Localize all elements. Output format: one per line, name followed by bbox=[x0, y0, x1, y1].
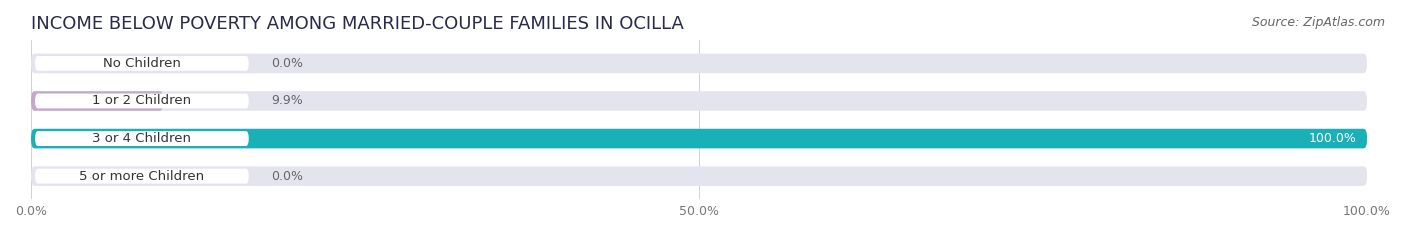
Text: Source: ZipAtlas.com: Source: ZipAtlas.com bbox=[1251, 16, 1385, 29]
FancyBboxPatch shape bbox=[31, 54, 1367, 73]
Text: 9.9%: 9.9% bbox=[271, 95, 304, 107]
FancyBboxPatch shape bbox=[31, 166, 1367, 186]
FancyBboxPatch shape bbox=[31, 129, 1367, 148]
Text: 3 or 4 Children: 3 or 4 Children bbox=[93, 132, 191, 145]
FancyBboxPatch shape bbox=[35, 169, 249, 184]
Text: 100.0%: 100.0% bbox=[1309, 132, 1357, 145]
Text: 0.0%: 0.0% bbox=[271, 170, 304, 183]
FancyBboxPatch shape bbox=[35, 131, 249, 146]
Text: INCOME BELOW POVERTY AMONG MARRIED-COUPLE FAMILIES IN OCILLA: INCOME BELOW POVERTY AMONG MARRIED-COUPL… bbox=[31, 15, 683, 33]
FancyBboxPatch shape bbox=[35, 94, 249, 108]
FancyBboxPatch shape bbox=[35, 56, 249, 71]
FancyBboxPatch shape bbox=[31, 91, 163, 111]
FancyBboxPatch shape bbox=[31, 91, 1367, 111]
FancyBboxPatch shape bbox=[31, 129, 1367, 148]
Text: 0.0%: 0.0% bbox=[271, 57, 304, 70]
Text: 1 or 2 Children: 1 or 2 Children bbox=[93, 95, 191, 107]
Text: 5 or more Children: 5 or more Children bbox=[79, 170, 204, 183]
Text: No Children: No Children bbox=[103, 57, 181, 70]
